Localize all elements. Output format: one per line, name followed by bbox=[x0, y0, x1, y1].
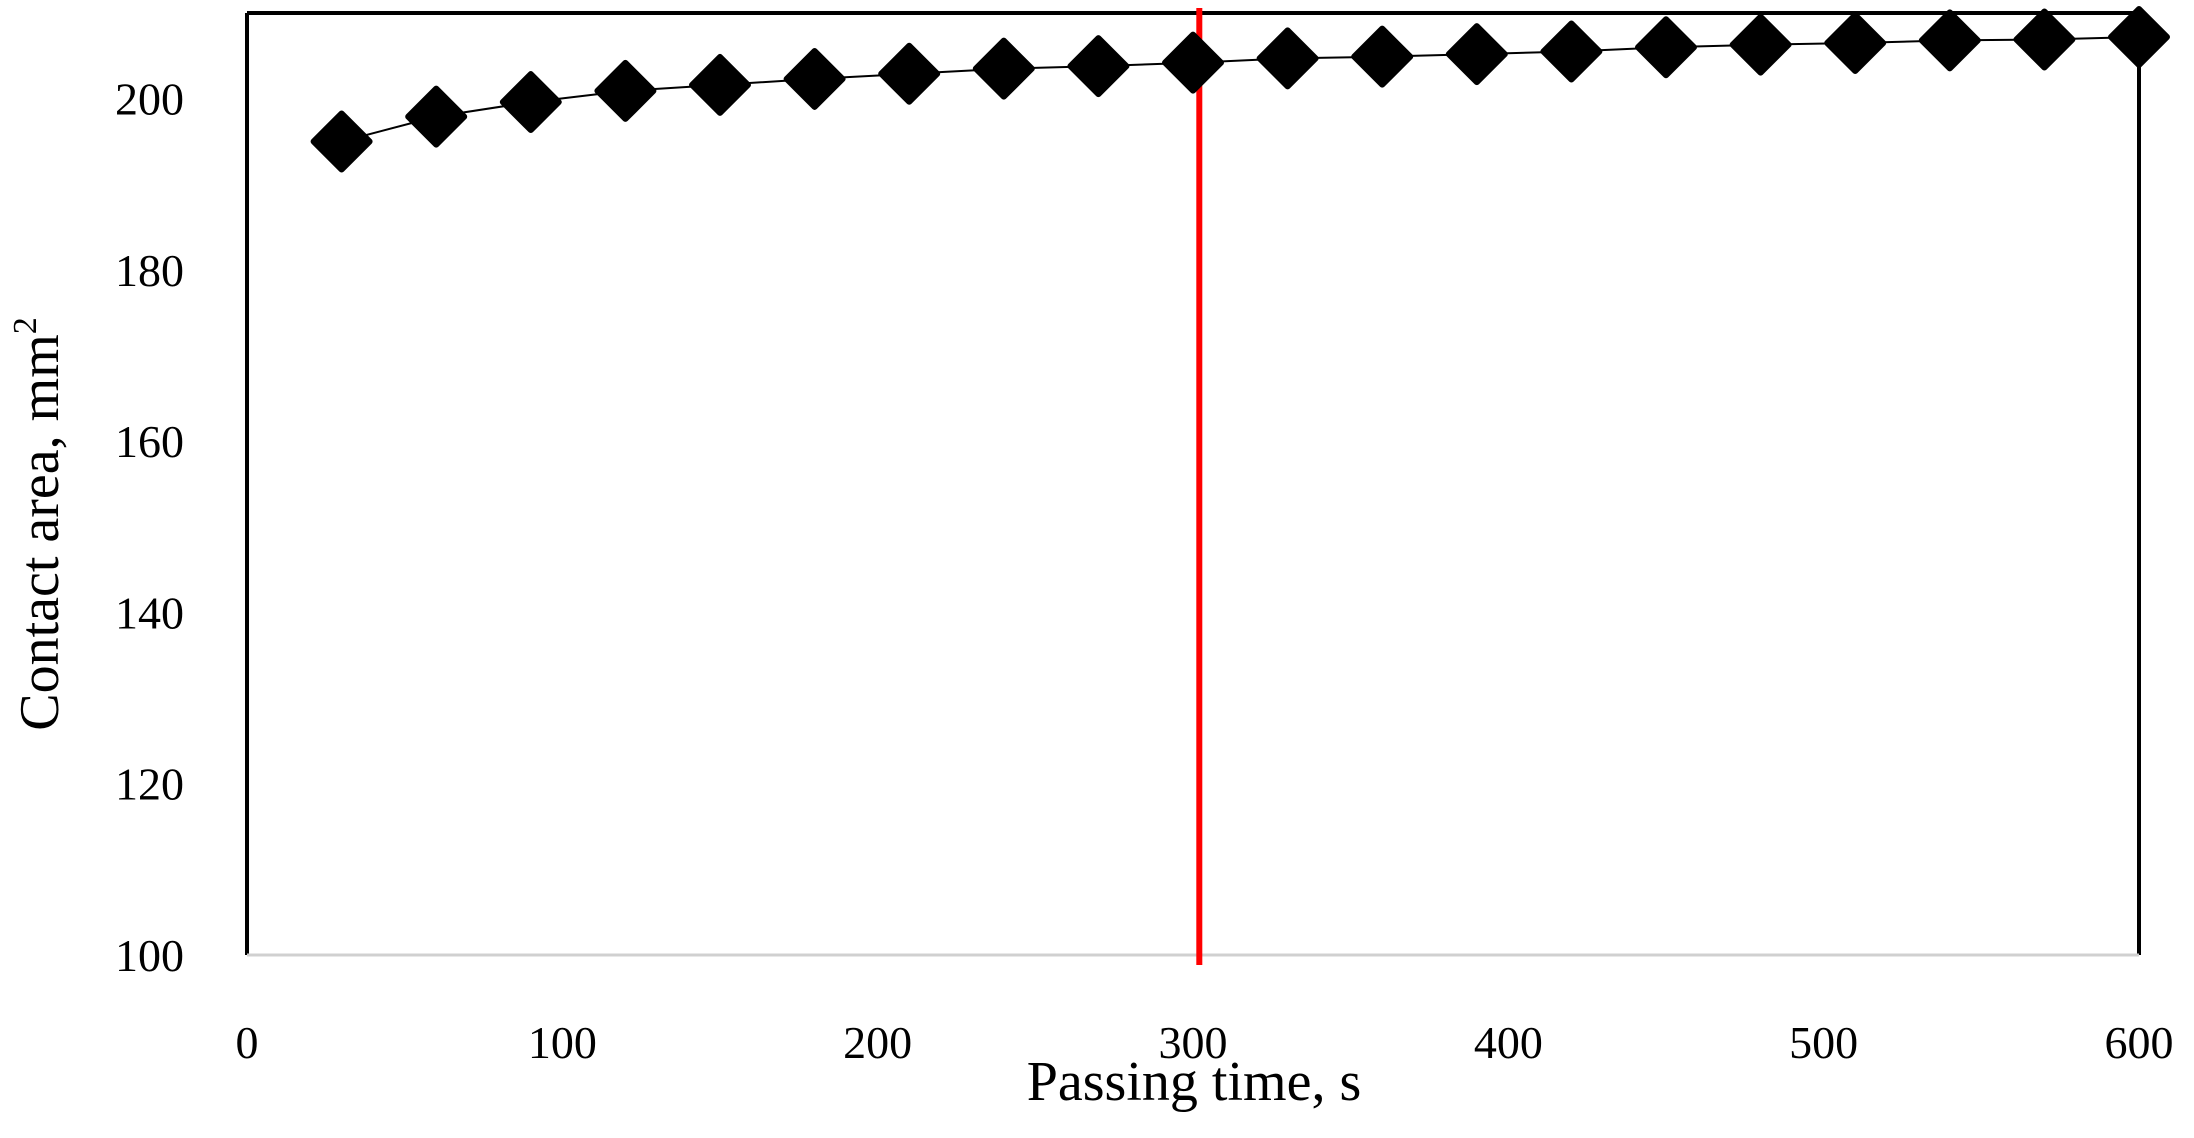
x-tick-label: 400 bbox=[1474, 1017, 1543, 1068]
data-point bbox=[1162, 31, 1224, 94]
data-point bbox=[783, 47, 846, 110]
data-point bbox=[2108, 5, 2170, 68]
data-point bbox=[878, 42, 941, 105]
y-tick-labels: 100 120 140 160 180 200 bbox=[115, 74, 184, 981]
y-tick-label: 140 bbox=[115, 587, 184, 638]
x-tick-label: 600 bbox=[2105, 1017, 2174, 1068]
y-axis-title: Contact area, mm2 bbox=[7, 317, 71, 731]
data-point bbox=[972, 37, 1035, 100]
y-tick-label: 180 bbox=[115, 245, 184, 296]
x-tick-label: 200 bbox=[843, 1017, 912, 1068]
data-point bbox=[1918, 9, 1981, 72]
data-point bbox=[1351, 25, 1414, 88]
y-tick-label: 200 bbox=[115, 74, 184, 125]
marker-layer bbox=[310, 5, 2170, 173]
x-tick-labels: 0 100 200 300 400 500 600 bbox=[236, 1017, 2174, 1068]
plot-frame bbox=[245, 11, 2141, 957]
data-point bbox=[1635, 16, 1697, 79]
data-point bbox=[1445, 23, 1508, 86]
x-tick-label: 500 bbox=[1789, 1017, 1858, 1068]
data-point bbox=[1824, 11, 1887, 74]
x-tick-label: 0 bbox=[236, 1017, 259, 1068]
data-point bbox=[1729, 13, 1792, 76]
data-point bbox=[1540, 20, 1603, 83]
x-tick-label: 300 bbox=[1159, 1017, 1228, 1068]
y-tick-label: 160 bbox=[115, 416, 184, 467]
x-tick-label: 100 bbox=[528, 1017, 597, 1068]
data-point bbox=[499, 71, 562, 134]
data-point bbox=[594, 59, 657, 122]
data-point bbox=[1067, 35, 1130, 98]
y-tick-label: 120 bbox=[115, 759, 184, 810]
data-point bbox=[405, 85, 468, 148]
data-point bbox=[689, 53, 751, 116]
data-point bbox=[2013, 8, 2076, 71]
data-point bbox=[310, 110, 373, 173]
x-axis-title: Passing time, s bbox=[1027, 1051, 1361, 1113]
y-axis-title-superscript: 2 bbox=[7, 317, 44, 334]
y-tick-label: 100 bbox=[115, 930, 184, 981]
y-axis-title-main: Contact area, mm bbox=[9, 334, 71, 731]
data-point bbox=[1256, 27, 1319, 90]
